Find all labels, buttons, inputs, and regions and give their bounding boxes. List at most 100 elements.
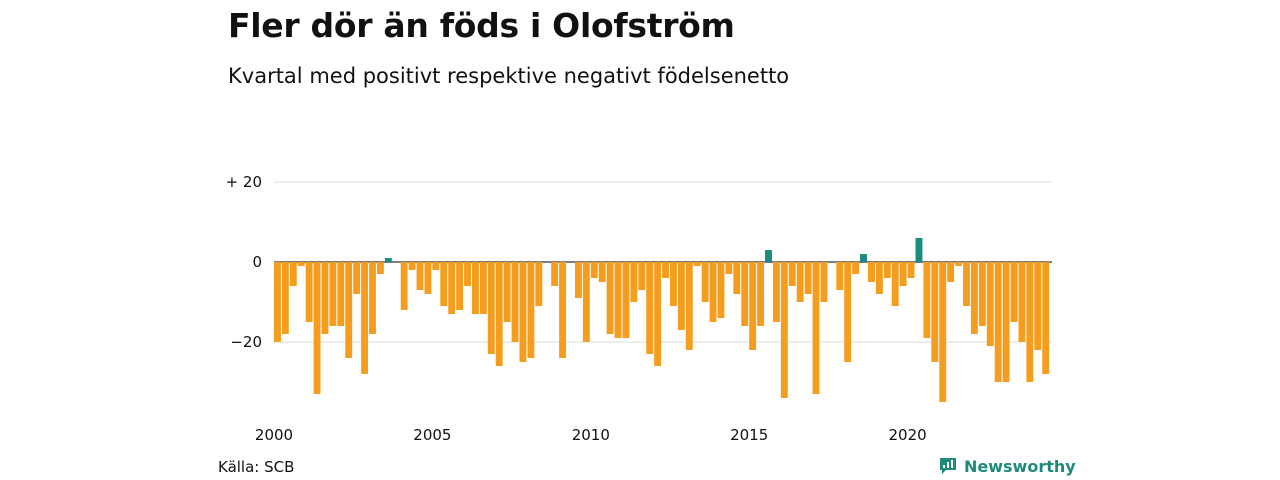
bar-negative[interactable] bbox=[717, 262, 725, 318]
bar-negative[interactable] bbox=[757, 262, 765, 326]
bar-negative[interactable] bbox=[883, 262, 891, 278]
bar-negative[interactable] bbox=[986, 262, 994, 346]
bar-negative[interactable] bbox=[733, 262, 741, 294]
y-tick-label: −20 bbox=[230, 333, 262, 351]
bar-negative[interactable] bbox=[875, 262, 883, 294]
bar-negative[interactable] bbox=[305, 262, 313, 322]
bar-negative[interactable] bbox=[955, 262, 963, 266]
bar-negative[interactable] bbox=[519, 262, 527, 362]
bar-negative[interactable] bbox=[820, 262, 828, 302]
bar-negative[interactable] bbox=[947, 262, 955, 282]
bar-negative[interactable] bbox=[852, 262, 860, 274]
bar-negative[interactable] bbox=[511, 262, 519, 342]
bar-negative[interactable] bbox=[685, 262, 693, 350]
bar-negative[interactable] bbox=[939, 262, 947, 402]
bar-negative[interactable] bbox=[289, 262, 297, 286]
bar-negative[interactable] bbox=[970, 262, 978, 334]
bar-negative[interactable] bbox=[432, 262, 440, 270]
bar-negative[interactable] bbox=[527, 262, 535, 358]
bar-negative[interactable] bbox=[654, 262, 662, 366]
bar-positive[interactable] bbox=[765, 250, 772, 262]
bar-negative[interactable] bbox=[400, 262, 408, 310]
x-tick-label: 2000 bbox=[255, 426, 293, 444]
bars bbox=[274, 238, 1050, 402]
bar-negative[interactable] bbox=[274, 262, 281, 342]
bar-negative[interactable] bbox=[408, 262, 416, 270]
bar-negative[interactable] bbox=[281, 262, 289, 334]
bar-negative[interactable] bbox=[614, 262, 622, 338]
bar-negative[interactable] bbox=[788, 262, 796, 286]
bar-negative[interactable] bbox=[923, 262, 931, 338]
bar-negative[interactable] bbox=[931, 262, 939, 362]
bar-negative[interactable] bbox=[701, 262, 709, 302]
bar-positive[interactable] bbox=[860, 254, 867, 262]
bar-negative[interactable] bbox=[598, 262, 606, 282]
bar-negative[interactable] bbox=[804, 262, 812, 294]
bar-negative[interactable] bbox=[1002, 262, 1010, 382]
bar-negative[interactable] bbox=[709, 262, 717, 322]
bar-negative[interactable] bbox=[297, 262, 305, 266]
bar-negative[interactable] bbox=[353, 262, 361, 294]
bar-negative[interactable] bbox=[487, 262, 495, 354]
bar-negative[interactable] bbox=[448, 262, 456, 314]
bar-negative[interactable] bbox=[416, 262, 424, 290]
bar-negative[interactable] bbox=[313, 262, 321, 394]
bar-negative[interactable] bbox=[725, 262, 733, 274]
bar-negative[interactable] bbox=[868, 262, 875, 282]
bar-negative[interactable] bbox=[677, 262, 685, 330]
chart-subtitle: Kvartal med positivt respektive negativt… bbox=[228, 64, 790, 88]
bar-negative[interactable] bbox=[693, 262, 701, 266]
bar-negative[interactable] bbox=[456, 262, 464, 310]
bar-negative[interactable] bbox=[464, 262, 471, 286]
bar-negative[interactable] bbox=[503, 262, 511, 322]
bar-negative[interactable] bbox=[321, 262, 329, 334]
bar-negative[interactable] bbox=[772, 262, 780, 322]
bar-negative[interactable] bbox=[582, 262, 590, 342]
bar-negative[interactable] bbox=[345, 262, 353, 358]
y-tick-label: + 20 bbox=[226, 173, 262, 191]
bar-negative[interactable] bbox=[963, 262, 970, 306]
bar-negative[interactable] bbox=[638, 262, 646, 290]
bar-negative[interactable] bbox=[899, 262, 907, 286]
bar-negative[interactable] bbox=[907, 262, 915, 278]
bar-negative[interactable] bbox=[559, 262, 567, 358]
bar-negative[interactable] bbox=[495, 262, 503, 366]
bar-negative[interactable] bbox=[741, 262, 749, 326]
bar-negative[interactable] bbox=[662, 262, 669, 278]
bar-negative[interactable] bbox=[796, 262, 804, 302]
bar-negative[interactable] bbox=[812, 262, 820, 394]
bar-negative[interactable] bbox=[472, 262, 479, 314]
bar-negative[interactable] bbox=[630, 262, 638, 302]
bar-negative[interactable] bbox=[844, 262, 852, 362]
bar-negative[interactable] bbox=[836, 262, 844, 290]
bar-negative[interactable] bbox=[606, 262, 614, 334]
bar-negative[interactable] bbox=[479, 262, 487, 314]
bar-negative[interactable] bbox=[1026, 262, 1034, 382]
bar-negative[interactable] bbox=[376, 262, 384, 274]
bar-negative[interactable] bbox=[1018, 262, 1026, 342]
brand-logo[interactable]: Newsworthy bbox=[938, 456, 1076, 476]
bar-negative[interactable] bbox=[1042, 262, 1050, 374]
bar-negative[interactable] bbox=[424, 262, 432, 294]
bar-negative[interactable] bbox=[1010, 262, 1018, 322]
bar-negative[interactable] bbox=[622, 262, 630, 338]
bar-negative[interactable] bbox=[535, 262, 543, 306]
bar-negative[interactable] bbox=[646, 262, 654, 354]
bar-negative[interactable] bbox=[369, 262, 376, 334]
bar-negative[interactable] bbox=[994, 262, 1002, 382]
bar-negative[interactable] bbox=[891, 262, 899, 306]
bar-negative[interactable] bbox=[440, 262, 448, 306]
bar-positive[interactable] bbox=[384, 258, 392, 262]
bar-negative[interactable] bbox=[749, 262, 757, 350]
bar-negative[interactable] bbox=[780, 262, 788, 398]
bar-negative[interactable] bbox=[590, 262, 598, 278]
bar-negative[interactable] bbox=[551, 262, 559, 286]
bar-negative[interactable] bbox=[337, 262, 345, 326]
bar-negative[interactable] bbox=[361, 262, 369, 374]
bar-positive[interactable] bbox=[915, 238, 923, 262]
bar-negative[interactable] bbox=[670, 262, 677, 306]
bar-negative[interactable] bbox=[978, 262, 986, 326]
bar-negative[interactable] bbox=[574, 262, 582, 298]
bar-negative[interactable] bbox=[1034, 262, 1042, 350]
bar-negative[interactable] bbox=[329, 262, 337, 326]
